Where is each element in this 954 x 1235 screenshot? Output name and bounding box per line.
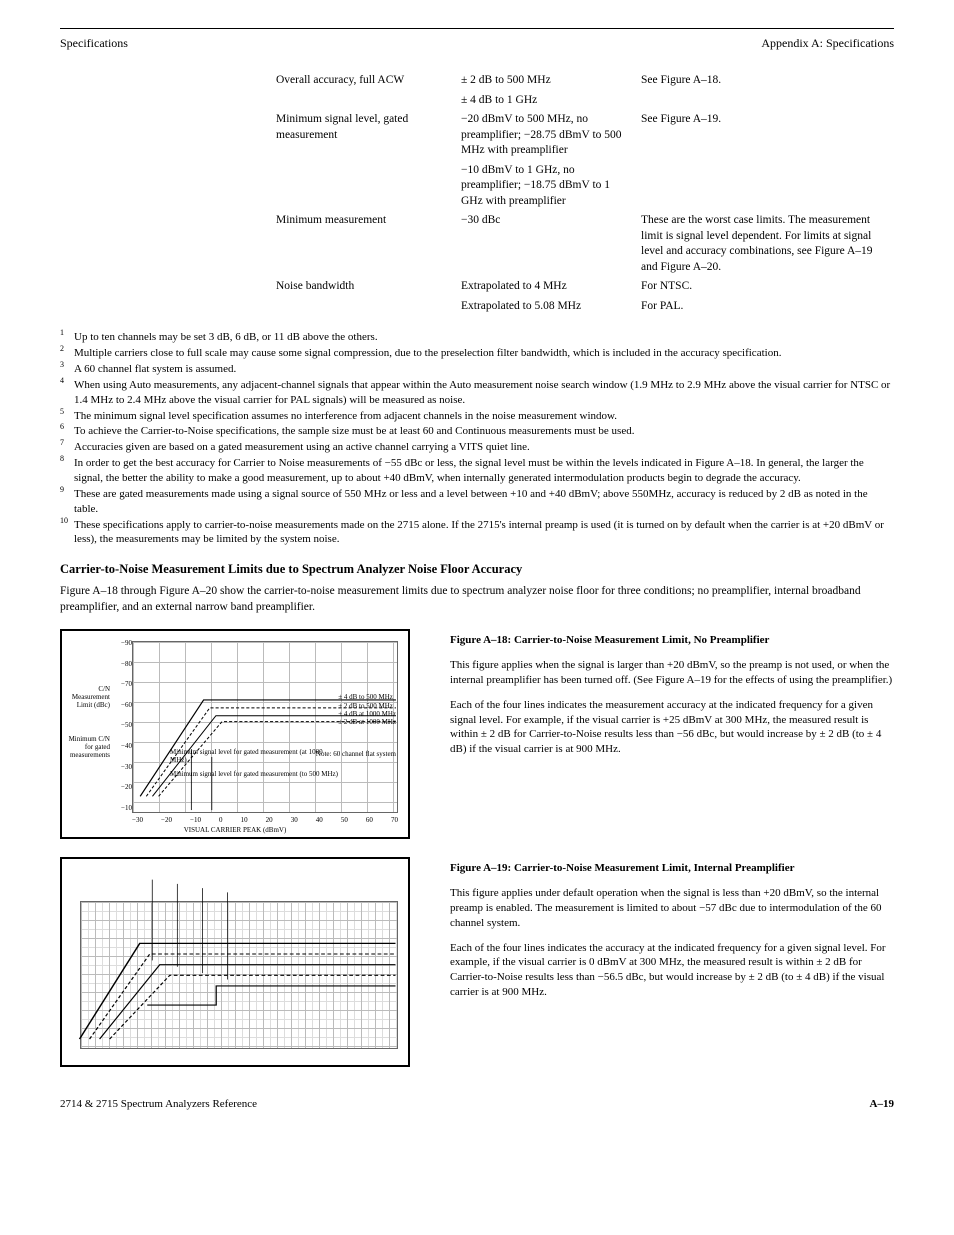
- footnote: 4When using Auto measurements, any adjac…: [60, 378, 894, 408]
- f18-anno1: Minimum signal level for gated measureme…: [170, 749, 340, 764]
- spec-cell: Noise bandwidth: [270, 277, 455, 297]
- footnote: 1Up to ten channels may be set 3 dB, 6 d…: [60, 330, 894, 345]
- figure-a18: −90−80−70−60−50−40−30−20−10 −30−20−10010…: [60, 629, 410, 839]
- spec-cell: −10 dBmV to 1 GHz, no preamplifier; −18.…: [455, 161, 635, 212]
- f18-anno2: Minimum signal level for gated measureme…: [170, 771, 340, 779]
- section-intro: Figure A–18 through Figure A–20 show the…: [60, 584, 894, 615]
- spec-cell: [635, 161, 894, 212]
- spec-cell: [60, 161, 270, 212]
- spec-cell: [60, 71, 270, 91]
- figure-a18-p2: Each of the four lines indicates the mea…: [450, 698, 894, 757]
- spec-table: Overall accuracy, full ACW± 2 dB to 500 …: [60, 71, 894, 316]
- figure-a18-title: Figure A–18: Carrier-to-Noise Measuremen…: [450, 633, 894, 648]
- page-header: Specifications Appendix A: Specification…: [60, 35, 894, 51]
- figure-a19: [60, 857, 410, 1067]
- figure-a19-title: Figure A–19: Carrier-to-Noise Measuremen…: [450, 861, 894, 876]
- spec-cell: Extrapolated to 5.08 MHz: [455, 297, 635, 317]
- figure-a19-row: Figure A–19: Carrier-to-Noise Measuremen…: [60, 857, 894, 1067]
- figure-a19-p2: Each of the four lines indicates the acc…: [450, 941, 894, 1000]
- footnote: 8In order to get the best accuracy for C…: [60, 456, 894, 486]
- figure-a18-p1: This figure applies when the signal is l…: [450, 658, 894, 688]
- footer-manual: 2714 & 2715 Spectrum Analyzers Reference: [60, 1097, 257, 1112]
- footnote: 5The minimum signal level specification …: [60, 409, 894, 424]
- footnote: 2Multiple carriers close to full scale m…: [60, 346, 894, 361]
- spec-cell: [270, 91, 455, 111]
- spec-cell: [270, 161, 455, 212]
- notes-block: 1Up to ten channels may be set 3 dB, 6 d…: [60, 330, 894, 547]
- spec-cell: Overall accuracy, full ACW: [270, 71, 455, 91]
- footnote: 6To achieve the Carrier-to-Noise specifi…: [60, 424, 894, 439]
- spec-cell: See Figure A–19.: [635, 110, 894, 161]
- header-right: Appendix A: Specifications: [761, 35, 894, 51]
- f18-xaxis-title: VISUAL CARRIER PEAK (dBmV): [184, 826, 287, 835]
- spec-cell: See Figure A–18.: [635, 71, 894, 91]
- footer-page: A–19: [870, 1097, 894, 1112]
- spec-cell: [635, 91, 894, 111]
- header-left: Specifications: [60, 35, 128, 51]
- spec-cell: −20 dBmV to 500 MHz, no preamplifier; −2…: [455, 110, 635, 161]
- spec-cell: ± 4 dB to 1 GHz: [455, 91, 635, 111]
- spec-cell: For PAL.: [635, 297, 894, 317]
- f18-side-label-2: Minimum C/N for gated measurements: [66, 736, 110, 759]
- spec-cell: These are the worst case limits. The mea…: [635, 211, 894, 277]
- spec-cell: Extrapolated to 4 MHz: [455, 277, 635, 297]
- spec-cell: [60, 297, 270, 317]
- spec-cell: −30 dBc: [455, 211, 635, 277]
- f18-side-label-1: C/N Measurement Limit (dBc): [66, 686, 110, 709]
- footnote: 10These specifications apply to carrier-…: [60, 518, 894, 548]
- spec-cell: Minimum signal level, gated measurement: [270, 110, 455, 161]
- spec-cell: For NTSC.: [635, 277, 894, 297]
- spec-cell: [60, 211, 270, 277]
- footnote: 7Accuracies given are based on a gated m…: [60, 440, 894, 455]
- spec-cell: [60, 110, 270, 161]
- page-footer: 2714 & 2715 Spectrum Analyzers Reference…: [60, 1097, 894, 1112]
- figure-a18-row: −90−80−70−60−50−40−30−20−10 −30−20−10010…: [60, 629, 894, 839]
- spec-cell: ± 2 dB to 500 MHz: [455, 71, 635, 91]
- figure-a19-p1: This figure applies under default operat…: [450, 886, 894, 931]
- spec-cell: Minimum measurement: [270, 211, 455, 277]
- spec-cell: [60, 91, 270, 111]
- section-heading: Carrier-to-Noise Measurement Limits due …: [60, 561, 894, 578]
- spec-cell: [270, 297, 455, 317]
- footnote: 9These are gated measurements made using…: [60, 487, 894, 517]
- footnote: 3A 60 channel flat system is assumed.: [60, 362, 894, 377]
- spec-cell: [60, 277, 270, 297]
- top-rule: [60, 28, 894, 29]
